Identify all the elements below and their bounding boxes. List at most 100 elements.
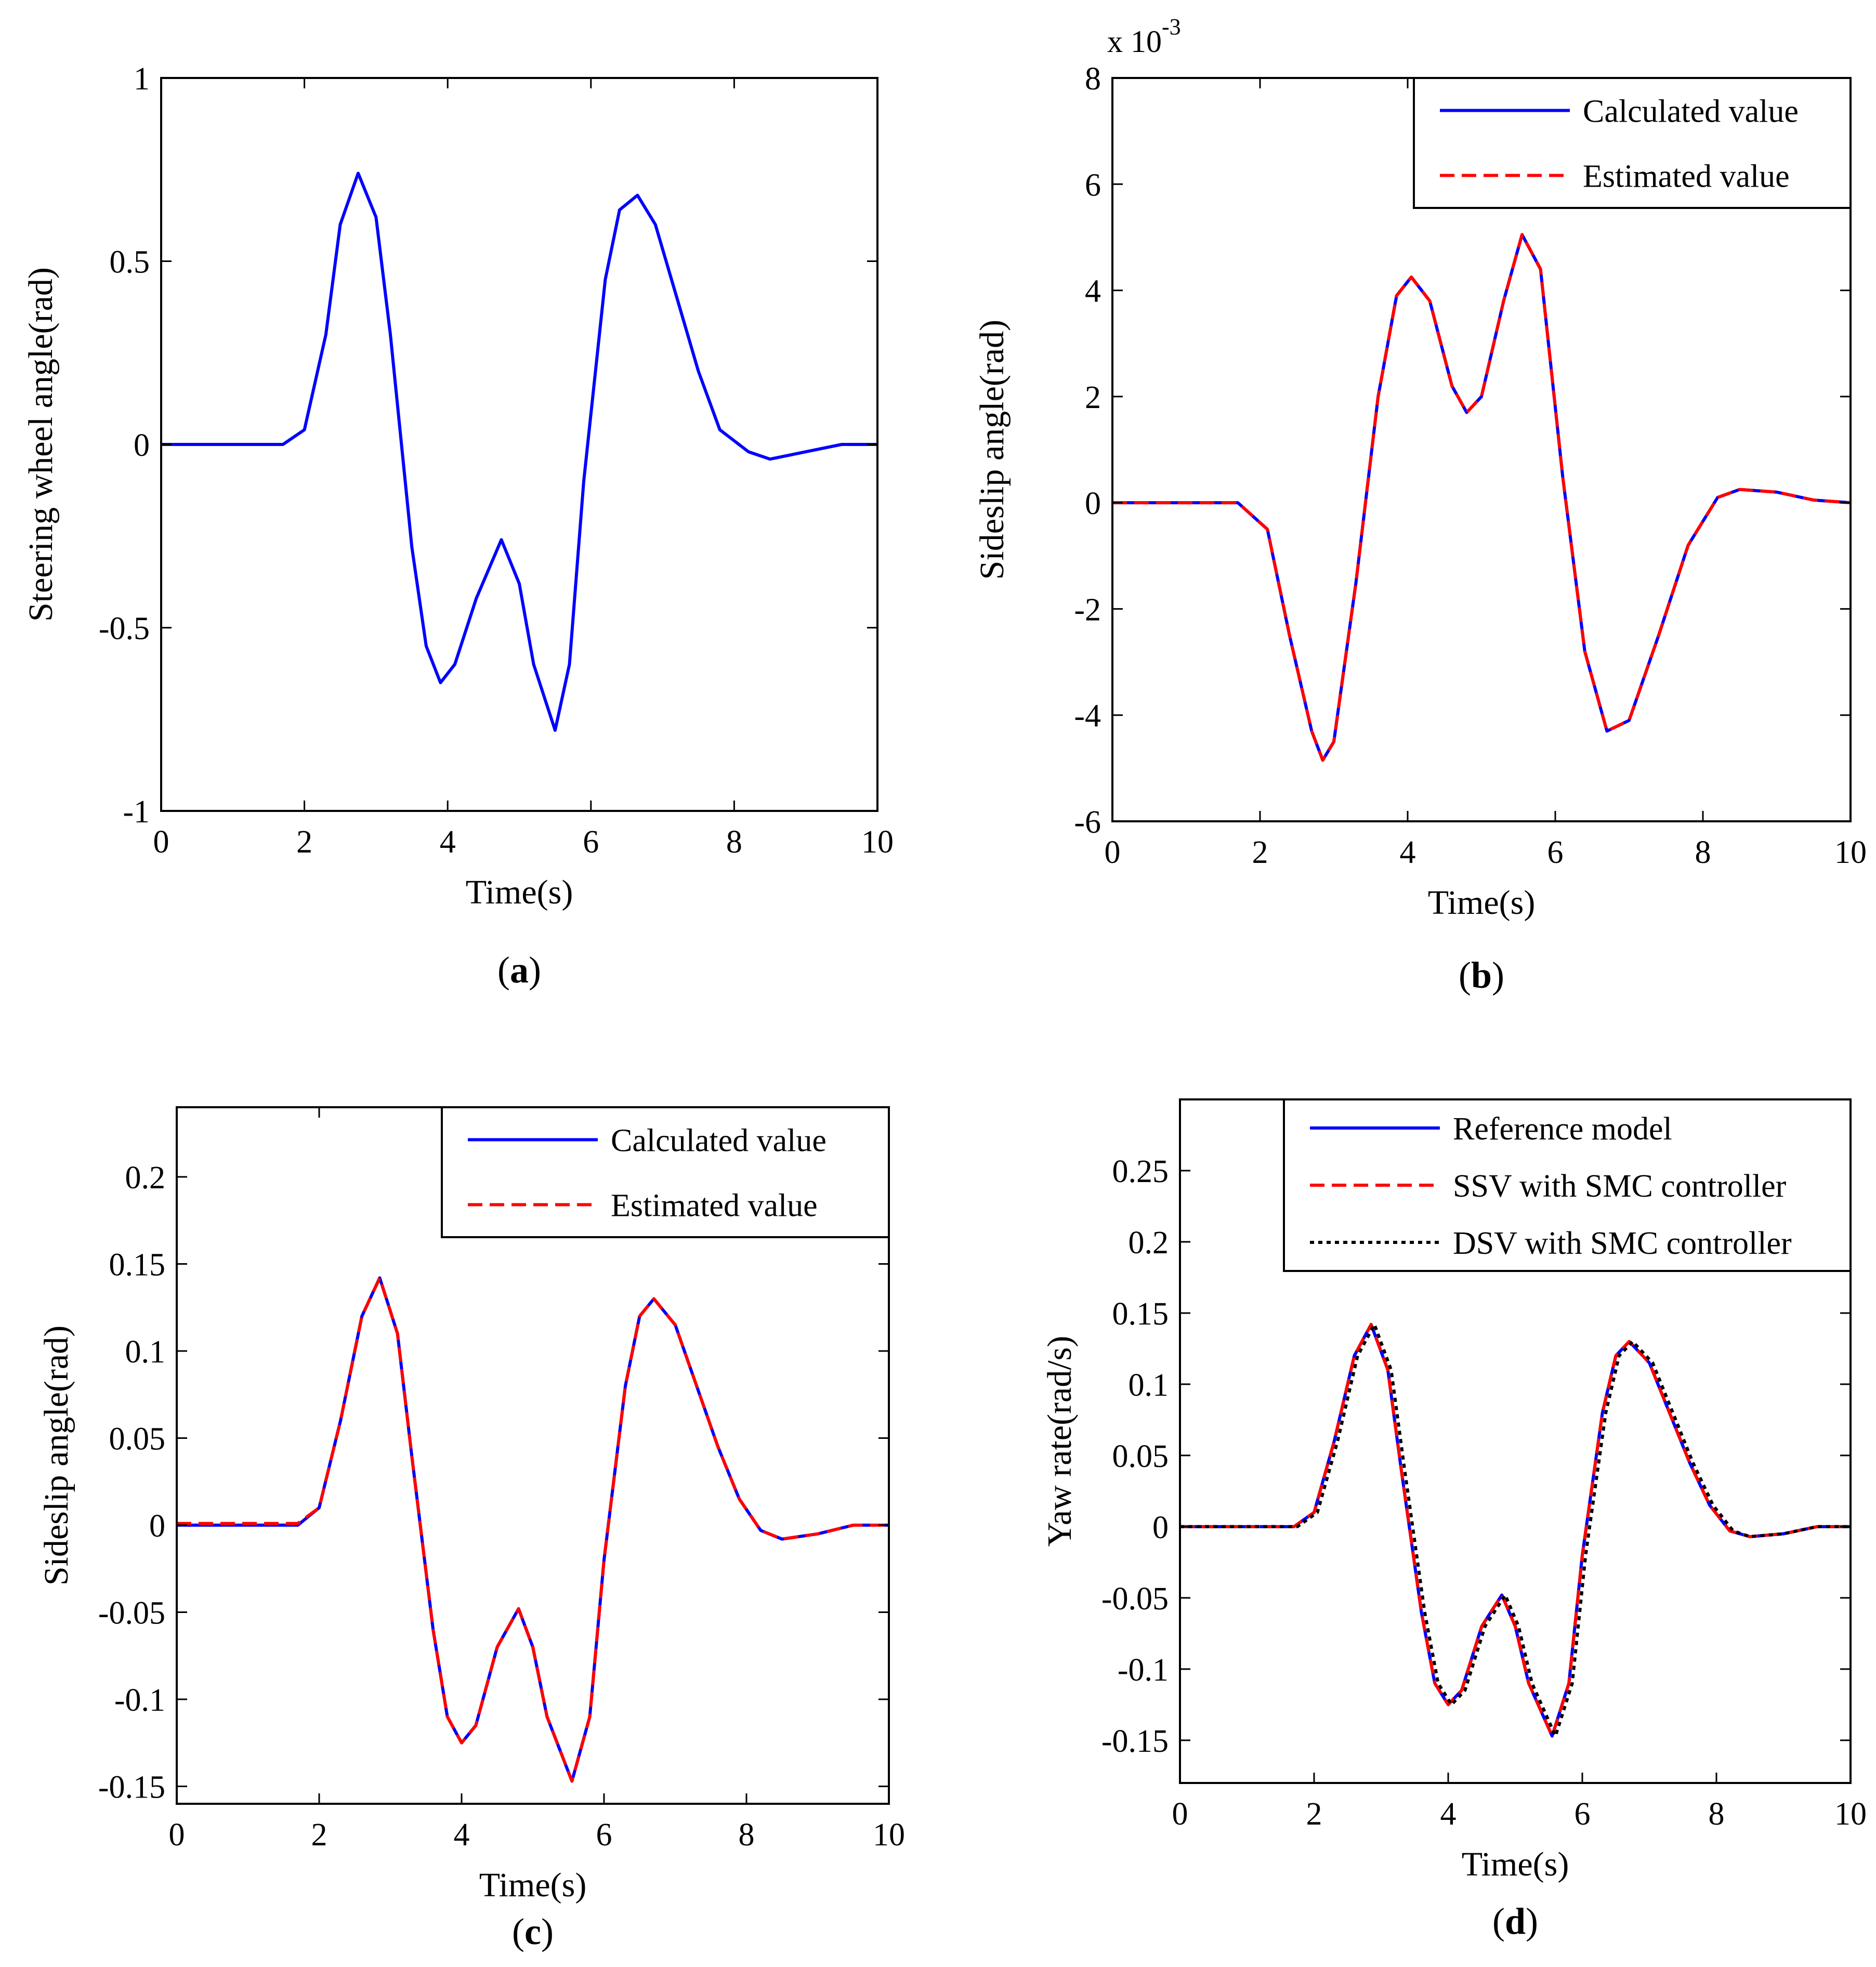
x-axis-label: Time(s) — [1462, 1845, 1569, 1883]
y-tick-label: 2 — [1085, 380, 1101, 415]
caption-open: ( — [1459, 954, 1471, 996]
x-tick-label: 0 — [169, 1817, 185, 1853]
x-tick-label: 0 — [153, 824, 169, 860]
caption-letter: a — [510, 949, 529, 991]
legend: Reference model SSV with SMC controller DS… — [1283, 1098, 1852, 1272]
y-tick-label: -0.15 — [98, 1770, 165, 1805]
legend-entry-label: Calculated value — [611, 1123, 827, 1159]
y-tick-label: 0.2 — [125, 1160, 166, 1196]
caption-close: ) — [1526, 1900, 1538, 1942]
y-tick-label: -0.1 — [1118, 1653, 1169, 1688]
panel-c: 0 2 4 6 8 10 0.2 0.15 0.1 0.05 0 -0.05 -0.1 -0.15 Time… — [37, 1106, 905, 1952]
y-tick-label: 0.25 — [1112, 1154, 1169, 1189]
legend: Calculated value Estimated value — [1413, 77, 1852, 209]
x-tick-label: 4 — [1440, 1796, 1457, 1832]
y-tick-label: 6 — [1085, 167, 1101, 203]
x-tick-label: 8 — [1695, 835, 1711, 870]
y-tick-label: 8 — [1085, 61, 1101, 97]
caption-letter: b — [1471, 954, 1492, 996]
y-tick-label: 0.05 — [1112, 1439, 1169, 1474]
x-tick-label: 10 — [1834, 835, 1867, 870]
y-tick-label: 0 — [149, 1509, 165, 1544]
y-tick-label: -6 — [1074, 805, 1101, 840]
y-tick-label: -0.15 — [1101, 1724, 1169, 1759]
y-tick-label: 0 — [1152, 1510, 1169, 1545]
panel-caption: (c) — [512, 1911, 554, 1952]
legend-entry-label: Estimated value — [1583, 159, 1790, 194]
x-tick-label: 2 — [311, 1817, 327, 1853]
legend-box — [1413, 77, 1852, 209]
caption-close: ) — [1492, 954, 1504, 996]
y-axis-label: Sideslip angle(rad) — [973, 320, 1011, 580]
series-line-ssv-with-smc-controller — [1180, 1322, 1851, 1738]
y-tick-label: -1 — [123, 794, 150, 830]
x-tick-label: 2 — [1306, 1796, 1322, 1832]
caption-letter: c — [524, 1911, 541, 1952]
series-line-steering-wheel-angle — [161, 172, 877, 732]
y-tick-label: -0.05 — [98, 1596, 165, 1631]
series-line-estimated-value — [1112, 233, 1851, 762]
y-axis-multiplier: x 10-3 — [1107, 14, 1181, 59]
caption-open: ( — [497, 949, 510, 991]
x-tick-label: 6 — [1575, 1796, 1591, 1832]
y-tick-label: 0.5 — [110, 245, 150, 280]
panel-d: 0 2 4 6 8 10 0.25 0.2 0.15 0.1 0.05 0 -0.05 -0.1 -0.15… — [1041, 1098, 1867, 1942]
x-tick-label: 6 — [583, 824, 599, 860]
panel-b: 0 2 4 6 8 10 8 6 4 2 0 -2 -4 -6 x 10-3 Time(s) Sideslip … — [973, 14, 1867, 996]
x-tick-label: 6 — [596, 1817, 612, 1853]
caption-open: ( — [1492, 1900, 1505, 1942]
y-tick-label: 1 — [134, 61, 150, 97]
caption-open: ( — [512, 1911, 524, 1952]
y-tick-label: 0 — [1085, 486, 1101, 521]
panel-caption: (a) — [497, 949, 541, 991]
x-tick-label: 10 — [861, 824, 894, 860]
x-tick-label: 2 — [1252, 835, 1268, 870]
x-tick-label: 8 — [726, 824, 742, 860]
legend-entry-label: DSV with SMC controller — [1453, 1226, 1792, 1261]
y-tick-label: -0.1 — [114, 1683, 165, 1718]
legend-entry-label: Estimated value — [611, 1188, 818, 1224]
y-tick-label: 4 — [1085, 274, 1101, 309]
y-axis-label: Yaw rate(rad/s) — [1041, 1336, 1079, 1547]
y-tick-label: -0.5 — [99, 611, 150, 647]
x-axis-label: Time(s) — [479, 1866, 587, 1904]
x-tick-label: 4 — [440, 824, 456, 860]
panel-caption: (d) — [1492, 1900, 1538, 1942]
legend-box — [441, 1106, 890, 1238]
y-tick-label: 0 — [134, 428, 150, 463]
x-axis-label: Time(s) — [466, 873, 573, 911]
y-tick-label: 0.2 — [1129, 1225, 1169, 1261]
panel-a: 0 2 4 6 8 10 1 0.5 0 -0.5 -1 Time(s) Steering wheel … — [22, 61, 894, 991]
y-axis-label: Sideslip angle(rad) — [37, 1326, 75, 1585]
x-axis-label: Time(s) — [1428, 884, 1536, 922]
x-tick-label: 10 — [1834, 1796, 1867, 1832]
caption-close: ) — [529, 949, 541, 991]
y-axis-label: Steering wheel angle(rad) — [22, 267, 60, 622]
y-tick-label: 0.1 — [125, 1334, 166, 1370]
y-tick-label: 0.15 — [109, 1248, 166, 1283]
x-tick-label: 0 — [1172, 1796, 1188, 1832]
x-tick-label: 0 — [1105, 835, 1121, 870]
panel-caption: (b) — [1459, 954, 1504, 996]
y-tick-label: 0.15 — [1112, 1296, 1169, 1332]
multiplier-exponent: -3 — [1162, 14, 1181, 40]
y-tick-label: 0.1 — [1129, 1368, 1169, 1403]
y-tick-label: 0.05 — [109, 1422, 166, 1457]
x-tick-label: 6 — [1547, 835, 1564, 870]
y-tick-label: -4 — [1074, 699, 1101, 734]
legend-entry-label: SSV with SMC controller — [1453, 1169, 1787, 1204]
caption-letter: d — [1505, 1900, 1526, 1942]
x-tick-label: 10 — [873, 1817, 905, 1853]
caption-close: ) — [541, 1911, 554, 1952]
x-tick-label: 8 — [1709, 1796, 1725, 1832]
x-tick-label: 4 — [454, 1817, 470, 1853]
x-tick-label: 4 — [1400, 835, 1416, 870]
y-tick-label: -0.05 — [1101, 1581, 1169, 1617]
y-tick-label: -2 — [1074, 592, 1101, 627]
legend-entry-label: Reference model — [1453, 1111, 1672, 1147]
x-tick-label: 8 — [739, 1817, 755, 1853]
series-line-estimated-value — [177, 1276, 889, 1783]
legend: Calculated value Estimated value — [441, 1106, 890, 1238]
multiplier-base: x 10 — [1107, 24, 1162, 59]
